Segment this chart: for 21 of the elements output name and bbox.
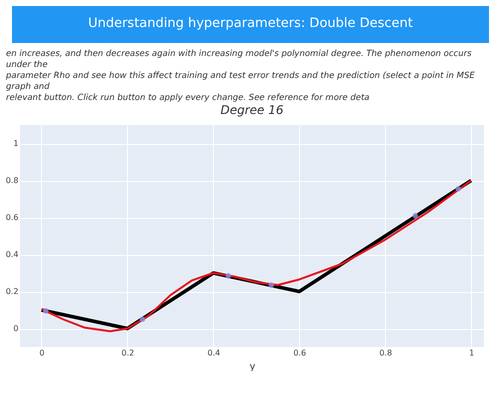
x-tick-label: 0.8 bbox=[379, 348, 392, 358]
point bbox=[268, 282, 274, 288]
y-tick-label: 0 bbox=[13, 324, 18, 333]
point bbox=[140, 316, 146, 322]
point bbox=[412, 212, 418, 218]
text: Understanding hyperparameters: Double Descent bbox=[12, 6, 489, 43]
x-tick-label: 0.2 bbox=[122, 348, 134, 358]
x-tick-label: 1 bbox=[469, 348, 474, 358]
x-tick-label: 0.6 bbox=[293, 348, 306, 358]
x-tick-label: 0.4 bbox=[207, 348, 220, 358]
chart-title: Degree 16 bbox=[220, 103, 284, 117]
x-tick-label: 0 bbox=[39, 348, 45, 358]
y-tick-label: 0.8 bbox=[6, 176, 18, 185]
point bbox=[43, 308, 49, 314]
y-tick-label: 0.4 bbox=[6, 250, 18, 259]
point bbox=[226, 273, 232, 279]
text: relevant button. Click run button to apply every change. See reference for more deta bbox=[6, 93, 370, 104]
point bbox=[455, 186, 461, 192]
y-tick-label: 1 bbox=[13, 139, 18, 148]
y-tick-label: 0.2 bbox=[6, 287, 18, 296]
y-tick-label: 0.6 bbox=[6, 213, 18, 222]
